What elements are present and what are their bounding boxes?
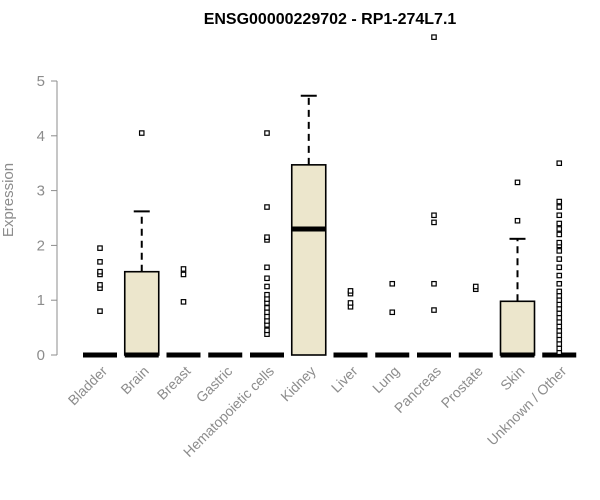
outlier-point (97, 259, 103, 265)
x-tick-label: Liver (328, 363, 361, 396)
y-axis: 0 1 2 3 4 5 (37, 73, 58, 364)
outlier-point (264, 291, 270, 298)
y-tick-label: 5 (37, 73, 45, 90)
box-1 (123, 130, 160, 358)
outlier-point (431, 219, 437, 226)
outlier-point (180, 271, 187, 278)
x-tick-label: Lung (369, 363, 402, 396)
box-11 (542, 160, 577, 358)
outlier-point (556, 226, 563, 232)
box-8 (417, 34, 451, 358)
x-tick-label: Kidney (277, 363, 319, 405)
outlier-point (556, 264, 563, 271)
y-tick-label: 3 (37, 183, 45, 200)
box-5 (290, 94, 327, 356)
outlier-point (514, 217, 521, 224)
outlier-point (556, 272, 563, 279)
y-tick-label: 0 (37, 347, 45, 364)
outlier-point (556, 212, 563, 219)
outlier-point (556, 314, 563, 321)
x-tick-label: Brain (117, 363, 151, 397)
outlier-point (264, 234, 270, 240)
box-body (499, 300, 536, 356)
outlier-point (556, 319, 563, 325)
outlier-point (556, 345, 563, 352)
outlier-point (556, 328, 563, 334)
x-tick-label: Breast (154, 363, 194, 403)
outlier-point (431, 307, 437, 313)
box-7 (375, 280, 410, 358)
outlier-point (431, 34, 437, 40)
outlier-point (264, 318, 270, 324)
outlier-point (556, 204, 563, 210)
y-tick-label: 4 (37, 128, 45, 145)
x-tick-label: Unknown / Other (484, 363, 570, 449)
outlier-point (556, 301, 563, 308)
outlier-point (556, 336, 563, 343)
outlier-point (264, 264, 270, 271)
box-layer (83, 34, 577, 358)
outlier-point (389, 309, 396, 316)
outlier-point (389, 280, 396, 287)
outlier-point (556, 332, 563, 339)
outlier-point (347, 300, 354, 306)
box-9 (458, 283, 493, 358)
box-6 (333, 288, 368, 358)
outlier-point (556, 297, 563, 304)
outlier-point (180, 299, 187, 305)
y-tick-label: 2 (37, 237, 45, 254)
outlier-point (556, 160, 563, 167)
outlier-point (97, 268, 103, 275)
box-4 (250, 130, 284, 358)
x-tick-label: Bladder (65, 363, 111, 409)
y-tick-label: 1 (37, 292, 45, 309)
y-axis-label: Expression (0, 163, 17, 237)
outlier-point (347, 288, 354, 294)
outlier-point (264, 309, 270, 316)
outlier-point (556, 293, 563, 299)
box-10 (499, 179, 536, 358)
box-0 (83, 245, 117, 358)
chart-title: ENSG00000229702 - RP1-274L7.1 (204, 11, 457, 28)
outlier-point (556, 220, 563, 227)
outlier-point (264, 275, 270, 282)
box-body (290, 164, 327, 356)
outlier-point (556, 239, 563, 246)
outlier-point (556, 288, 563, 295)
outlier-point (556, 256, 563, 262)
outlier-point (556, 198, 563, 205)
outlier-point (472, 283, 479, 290)
outlier-point (556, 341, 563, 347)
outlier-point (264, 204, 270, 210)
outlier-point (97, 308, 103, 314)
outlier-point (556, 323, 563, 330)
x-tick-label: Skin (497, 363, 528, 394)
outlier-point (514, 179, 521, 186)
outlier-point (180, 266, 187, 272)
outlier-point (264, 296, 270, 302)
box-body (123, 270, 160, 356)
outlier-point (431, 280, 437, 287)
box-2 (166, 266, 201, 358)
outlier-point (264, 305, 270, 311)
x-tick-label: Prostate (438, 363, 486, 411)
outlier-point (97, 282, 103, 288)
outlier-point (138, 130, 145, 136)
outlier-point (556, 231, 563, 238)
outlier-point (264, 313, 270, 320)
outlier-point (556, 248, 563, 254)
outlier-point (264, 283, 270, 290)
outlier-point (431, 212, 437, 219)
outlier-point (556, 280, 563, 287)
outlier-point (264, 327, 270, 334)
outlier-point (556, 310, 563, 317)
outlier-point (97, 245, 103, 251)
outlier-point (264, 130, 270, 136)
outlier-point (556, 306, 563, 312)
